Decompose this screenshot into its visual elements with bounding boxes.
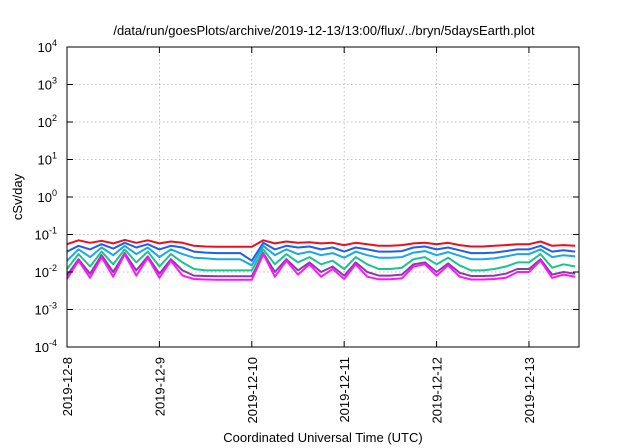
plot-area xyxy=(66,238,576,281)
x-tick-label: 2019-12-8 xyxy=(60,357,75,416)
y-tick-label: 10-2 xyxy=(35,263,57,280)
y-tick-label: 102 xyxy=(38,113,57,130)
y-tick-label: 100 xyxy=(38,188,57,205)
series-line-2 xyxy=(66,241,576,262)
y-tick-label: 10-1 xyxy=(35,226,57,243)
x-tick-label: 2019-12-13 xyxy=(522,357,537,424)
y-tick-label: 10-4 xyxy=(35,338,57,355)
y-axis-label: cSv/day xyxy=(10,173,25,220)
x-tick-label: 2019-12-12 xyxy=(430,357,445,424)
x-axis-label: Coordinated Universal Time (UTC) xyxy=(223,430,422,445)
y-tick-label: 103 xyxy=(38,76,57,93)
series-line-4 xyxy=(66,248,576,272)
series-line-6 xyxy=(66,253,576,281)
x-axis: 2019-12-8 2019-12-9 2019-12-10 2019-12-11 20… xyxy=(60,47,537,424)
y-tick-label: 101 xyxy=(38,151,57,168)
series-line-1 xyxy=(66,238,576,248)
x-tick-label: 2019-12-9 xyxy=(152,357,167,416)
x-tick-label: 2019-12-10 xyxy=(245,357,260,424)
series-line-3 xyxy=(66,244,576,267)
y-axis: 10-4 10-3 10-2 10-1 100 101 102 103 104 xyxy=(35,38,579,355)
y-tick-label: 104 xyxy=(38,38,57,55)
series-line-5 xyxy=(66,252,576,278)
x-tick-label: 2019-12-11 xyxy=(337,357,352,423)
chart-title: /data/run/goesPlots/archive/2019-12-13/1… xyxy=(113,23,535,38)
y-tick-label: 10-3 xyxy=(35,301,57,318)
